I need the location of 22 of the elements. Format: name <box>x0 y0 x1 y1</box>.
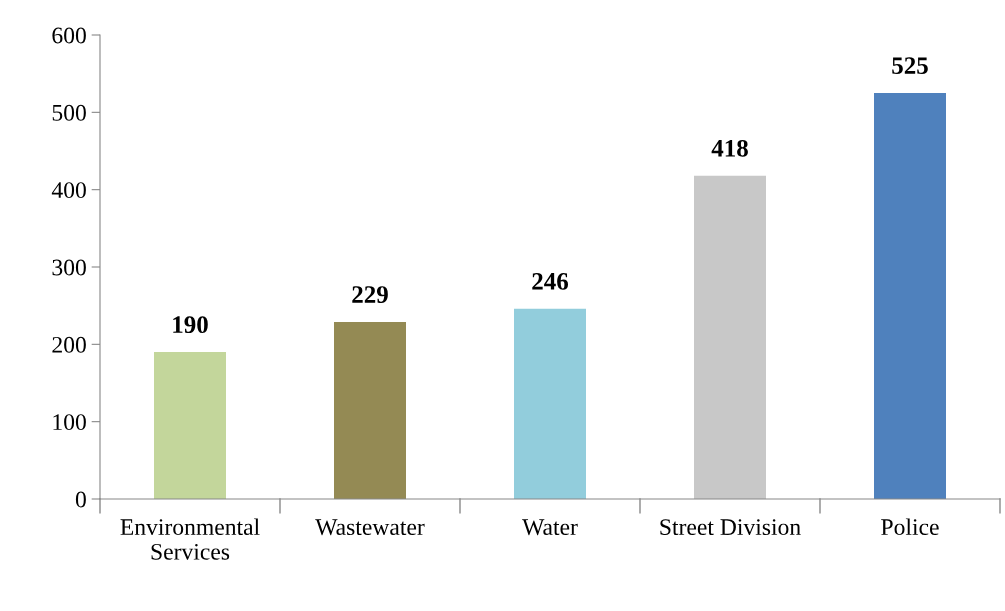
y-tick-label: 100 <box>53 414 86 431</box>
y-tick-label: 200 <box>52 336 86 353</box>
y-tick-label: 300 <box>52 259 86 276</box>
bar <box>334 321 406 499</box>
y-tick-label: 0 <box>75 491 86 508</box>
x-tick-label: Water <box>522 519 578 536</box>
x-tick-label: Street Division <box>660 519 801 536</box>
data-label: 418 <box>711 139 748 157</box>
data-label: 229 <box>352 286 388 303</box>
bar <box>514 308 586 499</box>
bar <box>874 93 946 499</box>
bar <box>694 175 766 499</box>
x-tick-label: Police <box>881 518 939 536</box>
data-label: 246 <box>532 272 569 290</box>
data-label: 525 <box>892 57 928 75</box>
y-tick-label: 500 <box>52 104 86 121</box>
data-label: 190 <box>173 316 208 334</box>
y-tick-label: 400 <box>51 182 86 199</box>
y-tick-label: 600 <box>52 27 86 44</box>
x-tick-label: Environmental Services <box>120 518 260 560</box>
x-tick-label: Wastewater <box>315 519 425 536</box>
bar <box>154 352 226 499</box>
